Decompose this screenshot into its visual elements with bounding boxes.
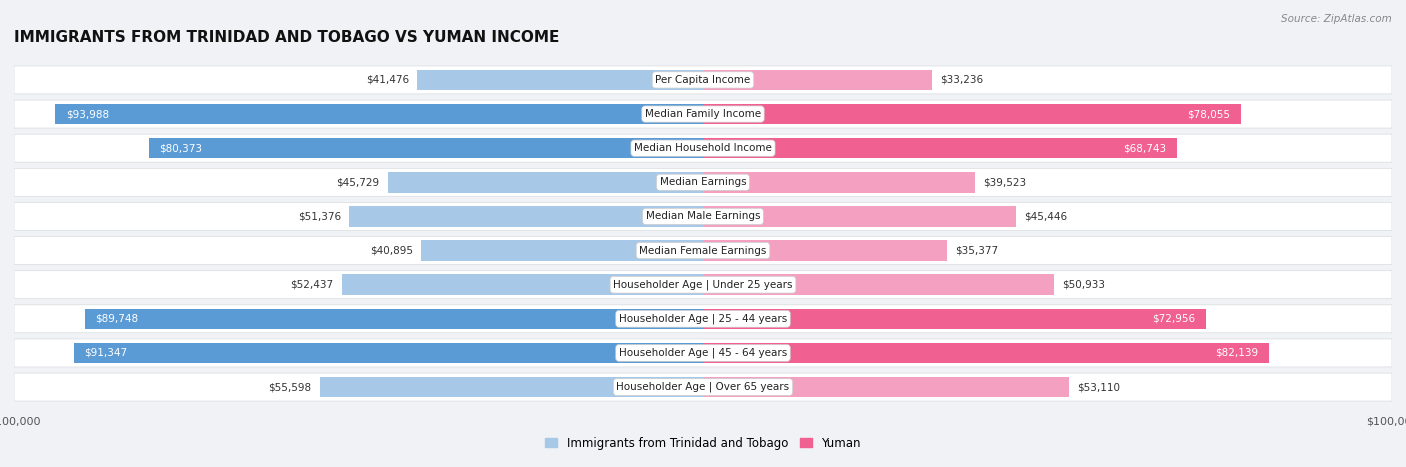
FancyBboxPatch shape <box>14 339 1392 367</box>
Bar <box>73 343 703 363</box>
Text: Householder Age | 45 - 64 years: Householder Age | 45 - 64 years <box>619 348 787 358</box>
Bar <box>703 70 932 90</box>
Text: $53,110: $53,110 <box>1077 382 1121 392</box>
Text: $41,476: $41,476 <box>366 75 409 85</box>
Bar <box>349 206 703 226</box>
Text: Householder Age | Under 25 years: Householder Age | Under 25 years <box>613 279 793 290</box>
Text: $51,376: $51,376 <box>298 212 340 221</box>
Bar <box>703 241 946 261</box>
Bar <box>703 138 1177 158</box>
Bar <box>321 377 703 397</box>
Legend: Immigrants from Trinidad and Tobago, Yuman: Immigrants from Trinidad and Tobago, Yum… <box>541 432 865 455</box>
Text: Householder Age | 25 - 44 years: Householder Age | 25 - 44 years <box>619 313 787 324</box>
FancyBboxPatch shape <box>14 168 1392 196</box>
FancyBboxPatch shape <box>14 134 1392 162</box>
FancyBboxPatch shape <box>14 66 1392 94</box>
Text: $39,523: $39,523 <box>984 177 1026 187</box>
FancyBboxPatch shape <box>14 237 1392 264</box>
Bar <box>418 70 703 90</box>
Bar <box>703 275 1054 295</box>
Bar <box>422 241 703 261</box>
Text: $72,956: $72,956 <box>1152 314 1195 324</box>
Text: $52,437: $52,437 <box>291 280 333 290</box>
FancyBboxPatch shape <box>14 203 1392 230</box>
Bar <box>703 343 1268 363</box>
Text: Median Household Income: Median Household Income <box>634 143 772 153</box>
Text: Source: ZipAtlas.com: Source: ZipAtlas.com <box>1281 14 1392 24</box>
Bar <box>149 138 703 158</box>
Text: Median Family Income: Median Family Income <box>645 109 761 119</box>
Bar <box>388 172 703 192</box>
Text: $68,743: $68,743 <box>1123 143 1166 153</box>
Text: $78,055: $78,055 <box>1188 109 1230 119</box>
Text: $89,748: $89,748 <box>96 314 138 324</box>
Text: IMMIGRANTS FROM TRINIDAD AND TOBAGO VS YUMAN INCOME: IMMIGRANTS FROM TRINIDAD AND TOBAGO VS Y… <box>14 30 560 45</box>
Text: Householder Age | Over 65 years: Householder Age | Over 65 years <box>616 382 790 392</box>
Bar <box>703 104 1240 124</box>
Bar <box>703 377 1069 397</box>
FancyBboxPatch shape <box>14 373 1392 401</box>
Text: Per Capita Income: Per Capita Income <box>655 75 751 85</box>
Text: $45,729: $45,729 <box>336 177 380 187</box>
Bar <box>342 275 703 295</box>
Text: $33,236: $33,236 <box>941 75 983 85</box>
Text: $80,373: $80,373 <box>160 143 202 153</box>
FancyBboxPatch shape <box>14 305 1392 333</box>
Text: $55,598: $55,598 <box>269 382 312 392</box>
Text: $50,933: $50,933 <box>1062 280 1105 290</box>
Text: $40,895: $40,895 <box>370 246 413 255</box>
Bar <box>55 104 703 124</box>
Text: Median Earnings: Median Earnings <box>659 177 747 187</box>
Bar <box>703 206 1017 226</box>
Bar <box>703 309 1205 329</box>
Text: Median Female Earnings: Median Female Earnings <box>640 246 766 255</box>
Text: $91,347: $91,347 <box>84 348 127 358</box>
Bar <box>703 172 976 192</box>
Text: Median Male Earnings: Median Male Earnings <box>645 212 761 221</box>
Text: $45,446: $45,446 <box>1025 212 1067 221</box>
Text: $35,377: $35,377 <box>955 246 998 255</box>
Text: $82,139: $82,139 <box>1215 348 1258 358</box>
Text: $93,988: $93,988 <box>66 109 108 119</box>
FancyBboxPatch shape <box>14 100 1392 128</box>
FancyBboxPatch shape <box>14 271 1392 299</box>
Bar <box>84 309 703 329</box>
